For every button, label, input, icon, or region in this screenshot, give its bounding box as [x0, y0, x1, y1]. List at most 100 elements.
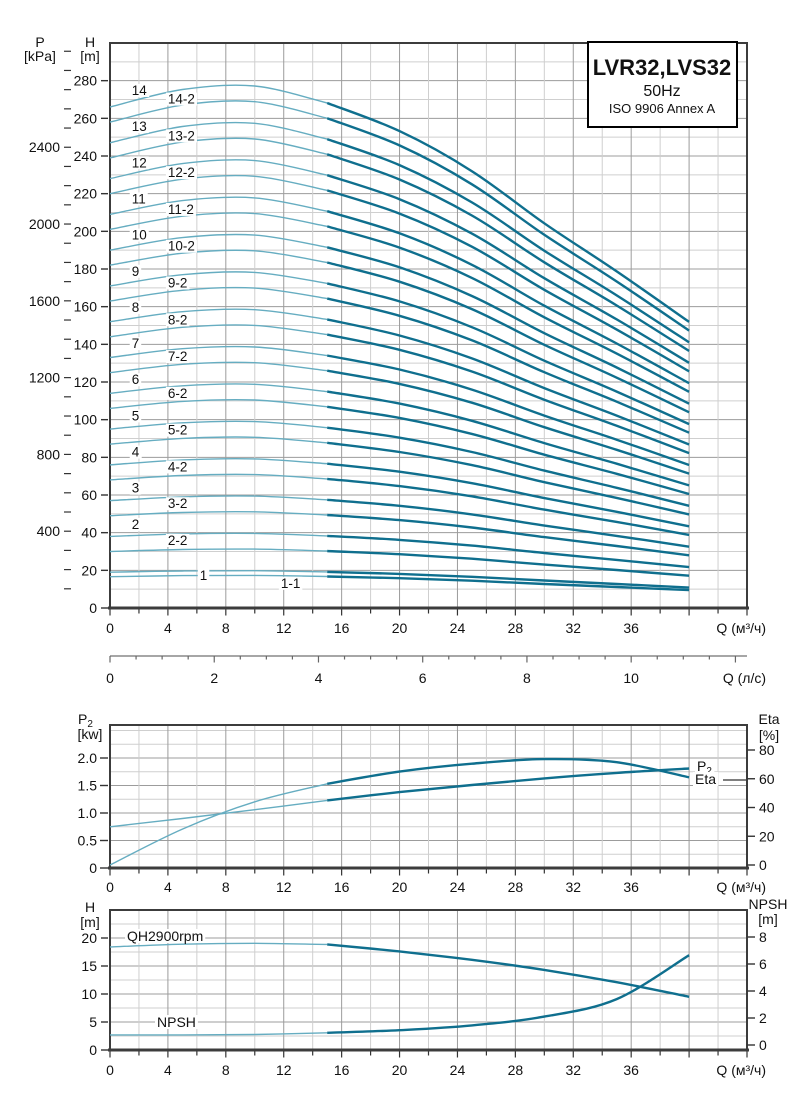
p-tick-label: 400	[37, 523, 61, 539]
x-tick-label: 12	[276, 879, 292, 895]
stage-7-curve-low-flow	[109, 345, 328, 359]
curve-label-13: 13	[132, 119, 147, 134]
curve-label-6: 6	[132, 372, 140, 387]
stage-11-curve-low-flow	[109, 196, 328, 216]
curve-label-13-2-bg	[165, 129, 197, 143]
x-tick-label: 36	[623, 620, 639, 636]
stage-2-curve	[327, 534, 690, 569]
h2-tick-label: 5	[89, 1014, 97, 1030]
curve-label-8-bg	[129, 300, 142, 314]
stage-5-2-curve-low-flow	[109, 436, 328, 445]
curve-label-9-bg	[129, 264, 142, 278]
stage-10-2-curve	[326, 261, 690, 414]
q-axis-unit-main: Q (м³/ч)	[716, 620, 766, 636]
stage-4-2-curve-low-flow	[109, 473, 328, 481]
curve-label-11-2-bg	[165, 202, 196, 216]
x-tick-label: 28	[508, 1062, 524, 1078]
stage-12-2-curve	[326, 189, 690, 373]
x-tick-label: 28	[508, 620, 524, 636]
curve-label-14: 14	[132, 83, 148, 98]
ls-scale: 0 2 4 6 8 10	[106, 655, 747, 686]
eta-axis-title: Eta	[758, 711, 779, 727]
curve-label-5-bg	[129, 409, 142, 423]
x-tick-label: 4	[164, 620, 172, 636]
stage-13-2-curve	[326, 153, 690, 353]
curve-label-7-2: 7-2	[168, 349, 188, 364]
generated-chart-layers: 1 1-1 2 2-2 3 3-2 4 4-2 5 5-2 6 6-2 7 7-2 8 8-2 9 9-2 10 10…	[29, 42, 775, 1078]
h-tick-label: 280	[74, 73, 98, 89]
x-tick-label: 0	[106, 879, 114, 895]
h-tick-label: 180	[74, 261, 98, 277]
x-tick-label: 28	[508, 879, 524, 895]
stage-10-curve	[326, 246, 690, 405]
h-tick-label: 200	[74, 223, 98, 239]
h2-tick-label: 10	[81, 986, 97, 1002]
x-tick-label: 12	[276, 1062, 292, 1078]
series-label-eta: Eta	[695, 771, 716, 787]
curve-label-7: 7	[132, 336, 140, 351]
x-tick-label: 4	[164, 1062, 172, 1078]
curve-label-8: 8	[132, 300, 140, 315]
pump-model: LVR32,LVS32	[593, 55, 732, 80]
x-tick-label: 36	[623, 879, 639, 895]
x-tick-label: 0	[106, 620, 114, 636]
stage-1-curve-low-flow	[109, 569, 328, 573]
curve-label-1: 1	[200, 568, 208, 583]
ls-tick-label: 2	[210, 670, 218, 686]
x-tick-label: 16	[334, 620, 350, 636]
npsh-tick-label: 4	[759, 983, 767, 999]
npsh-axis-title: NPSH	[749, 896, 788, 912]
curve-label-1-1-bg	[278, 576, 303, 590]
series-label-p2-bg	[695, 759, 715, 776]
x-tick-label: 32	[565, 620, 581, 636]
p2-tick-label: 2.0	[78, 750, 98, 766]
stage-14-curve	[326, 101, 690, 323]
stage-12-2-curve-low-flow	[109, 174, 328, 195]
pump-standard: ISO 9906 Annex A	[609, 101, 716, 116]
stage-4-curve-low-flow	[109, 457, 328, 466]
curve-label-2: 2	[132, 517, 140, 532]
curve-label-1-bg	[197, 569, 210, 583]
Eta-curve	[326, 757, 690, 785]
curve-label-12-2-bg	[165, 166, 197, 180]
curve-label-8-2: 8-2	[168, 312, 188, 327]
x-tick-label: 16	[334, 1062, 350, 1078]
ls-tick-label: 8	[523, 670, 531, 686]
x-tick-label: 24	[450, 879, 466, 895]
curve-label-10: 10	[132, 228, 147, 243]
q-axis-unit-npsh: Q (м³/ч)	[716, 1062, 766, 1078]
npsh-tick-label: 8	[759, 929, 767, 945]
eta-axis-unit: [%]	[759, 727, 779, 743]
curve-label-5-2: 5-2	[168, 423, 188, 438]
eta-tick-label: 0	[759, 857, 767, 873]
h2-tick-label: 0	[89, 1042, 97, 1058]
curve-label-10-bg	[129, 228, 149, 242]
series-label-eta-bg	[693, 772, 719, 786]
ls-tick-label: 6	[419, 670, 427, 686]
title-box-frame	[587, 41, 738, 128]
h-axis-title: H	[85, 34, 95, 50]
eta-tick-label: 60	[759, 771, 775, 787]
stage-14-2-curve-low-flow	[109, 100, 328, 123]
curve-label-4-2-bg	[165, 460, 190, 474]
stage-13-curve	[326, 137, 690, 344]
h-tick-label: 240	[74, 148, 98, 164]
h-tick-label: 120	[74, 374, 98, 390]
npsh-tick-label: 2	[759, 1010, 767, 1026]
h-tick-label: 80	[81, 449, 97, 465]
curve-label-11-2: 11-2	[168, 202, 194, 217]
stage-6-2-curve-low-flow	[109, 398, 328, 410]
stage-6-curve-low-flow	[109, 383, 328, 394]
h2-axis-unit: [m]	[80, 914, 99, 930]
stage-2-2-curve	[327, 549, 690, 577]
stage-10-2-curve-low-flow	[109, 249, 328, 266]
q-axis-unit-ls: Q (л/с)	[723, 670, 766, 686]
x-tick-label: 36	[623, 1062, 639, 1078]
curve-label-10-2-bg	[165, 239, 197, 253]
stage-9-2-curve	[326, 297, 690, 434]
stage-3-2-curve	[327, 513, 690, 557]
curve-label-2-2: 2-2	[168, 533, 188, 548]
curve-label-9-2: 9-2	[168, 276, 188, 291]
